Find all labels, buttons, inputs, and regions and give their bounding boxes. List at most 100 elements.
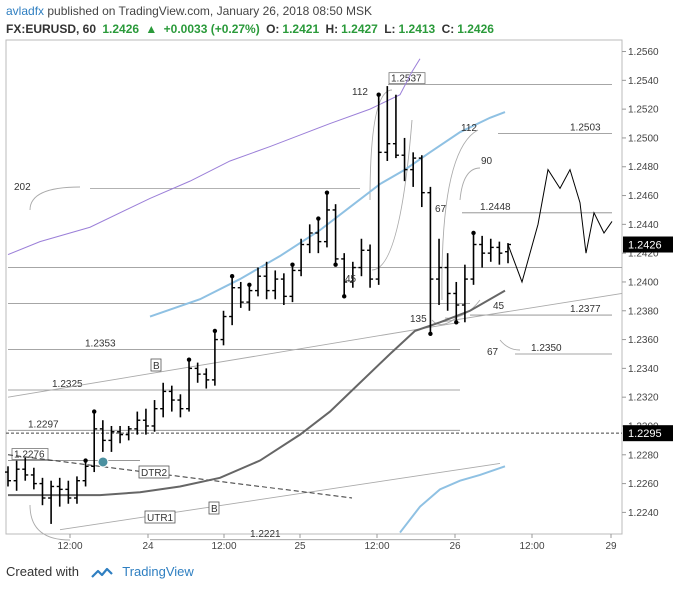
- blue-ma-line-lower: [399, 465, 506, 534]
- x-tick-label: 29: [605, 541, 617, 552]
- y-tick-label: 1.2520: [628, 105, 659, 116]
- level-label: 1.2503: [570, 123, 601, 134]
- open-value: 1.2421: [282, 22, 320, 36]
- trend-line: [7, 321, 461, 398]
- low-label: L:: [384, 22, 396, 36]
- level-label: 1.2325: [52, 379, 83, 390]
- y-tick-label: 1.2440: [628, 220, 659, 231]
- y-tick-label: 1.2320: [628, 393, 659, 404]
- pivot-dot: [247, 282, 252, 288]
- publish-info: avladfx published on TradingView.com, Ja…: [6, 4, 372, 18]
- cycle-label: 67: [435, 204, 447, 215]
- y-tick-label: 1.2540: [628, 76, 659, 87]
- y-tick-label: 1.2260: [628, 479, 659, 490]
- pivot-dot: [324, 190, 330, 195]
- x-tick-label: 12:00: [519, 541, 544, 552]
- cycle-arc: [431, 317, 457, 325]
- cycle-arc: [29, 186, 81, 211]
- y-tick-label: 1.2340: [628, 364, 659, 375]
- cycle-label: 45: [493, 301, 505, 312]
- cycle-arc: [441, 129, 479, 301]
- tag-label: UTR1: [147, 513, 174, 524]
- close-label: C:: [441, 22, 455, 36]
- y-tick-label: 1.2480: [628, 162, 659, 173]
- purple-ma-line: [7, 58, 421, 256]
- level-label-box: [11, 448, 49, 460]
- blue-ma-line: [149, 111, 506, 318]
- price-change: +0.0033 (+0.27%): [163, 22, 260, 36]
- trend-line: [439, 293, 623, 323]
- cycle-label: 112: [461, 123, 477, 134]
- level-label-box: [388, 72, 426, 85]
- cycle-label: 90: [481, 156, 493, 167]
- low-value: 1.2413: [398, 22, 436, 36]
- cycle-arc: [29, 504, 71, 541]
- tradingview-brand-link[interactable]: TradingView: [122, 564, 194, 579]
- level-label: 1.2297: [28, 419, 59, 430]
- level-label: 1.2377: [570, 304, 601, 315]
- x-tick-label: 12:00: [57, 541, 82, 552]
- x-tick-label: 12:00: [364, 541, 389, 552]
- marker-point: [97, 456, 109, 468]
- tradingview-logo-icon: [90, 567, 113, 578]
- plot-area: [5, 39, 623, 535]
- y-tick-label: 1.2500: [628, 133, 659, 144]
- tag-box: [150, 358, 162, 372]
- published-text: published on TradingView.com, January 26…: [47, 4, 373, 18]
- level-label: 1.2276: [14, 450, 45, 461]
- y-tick-label: 1.2560: [628, 47, 659, 58]
- pivot-dot: [290, 262, 295, 267]
- tag-label: B: [211, 504, 218, 515]
- last-price-label: 1.2426: [628, 240, 662, 252]
- y-tick-label: 1.2240: [628, 508, 659, 519]
- tag-label: DTR2: [141, 468, 168, 479]
- pivot-dot: [186, 357, 192, 362]
- pivot-dot: [454, 320, 459, 325]
- marked-price-label: 1.2295: [628, 428, 662, 440]
- y-tick-label: 1.2360: [628, 335, 659, 346]
- pivot-dot: [376, 92, 381, 97]
- pivot-dot: [212, 328, 218, 334]
- up-arrow-icon: ▲: [145, 22, 158, 36]
- tag-label: B: [153, 361, 160, 372]
- last-price-badge: [623, 236, 673, 253]
- y-tick-label: 1.2280: [628, 450, 659, 461]
- footer: Created with TradingView: [6, 564, 194, 579]
- open-label: O:: [266, 22, 280, 36]
- author-link[interactable]: avladfx: [6, 4, 45, 18]
- y-tick-label: 1.2420: [628, 249, 659, 260]
- cycle-label: 67: [487, 347, 499, 358]
- marked-price-badge: [623, 425, 673, 442]
- dtr-dashed-trend-line: [7, 454, 353, 499]
- x-tick-label: 25: [294, 541, 306, 552]
- level-label: 1.2221: [250, 529, 281, 540]
- pivot-dot: [229, 273, 235, 279]
- y-tick-label: 1.2380: [628, 306, 659, 317]
- last-price: 1.2426: [102, 22, 140, 36]
- pivot-dot: [471, 230, 476, 236]
- cycle-label: 135: [410, 314, 427, 325]
- tag-box: [144, 510, 176, 524]
- cycle-label: 202: [14, 182, 31, 193]
- close-value: 1.2426: [457, 22, 494, 36]
- symbol-info: FX:EURUSD, 60 1.2426 ▲ +0.0033 (+0.27%) …: [6, 22, 497, 36]
- projection-path: [507, 168, 613, 284]
- pivot-dot: [92, 409, 97, 414]
- level-label: 1.2448: [480, 202, 511, 213]
- y-tick-label: 1.2400: [628, 277, 659, 288]
- pivot-dot: [342, 294, 347, 299]
- symbol-label: FX:EURUSD, 60: [6, 22, 97, 36]
- level-label: 1.2353: [85, 339, 116, 350]
- cycle-label: 45: [345, 274, 357, 285]
- pivot-dot: [316, 216, 321, 221]
- pivot-dot: [83, 458, 88, 463]
- y-tick-label: 1.2460: [628, 191, 659, 202]
- pivot-dot: [428, 331, 433, 337]
- trend-line: [59, 462, 501, 531]
- x-tick-label: 12:00: [211, 541, 236, 552]
- level-label: 1.2350: [531, 343, 562, 354]
- x-tick-label: 26: [449, 541, 461, 552]
- created-with-text: Created with: [6, 564, 79, 579]
- tag-box: [138, 465, 170, 479]
